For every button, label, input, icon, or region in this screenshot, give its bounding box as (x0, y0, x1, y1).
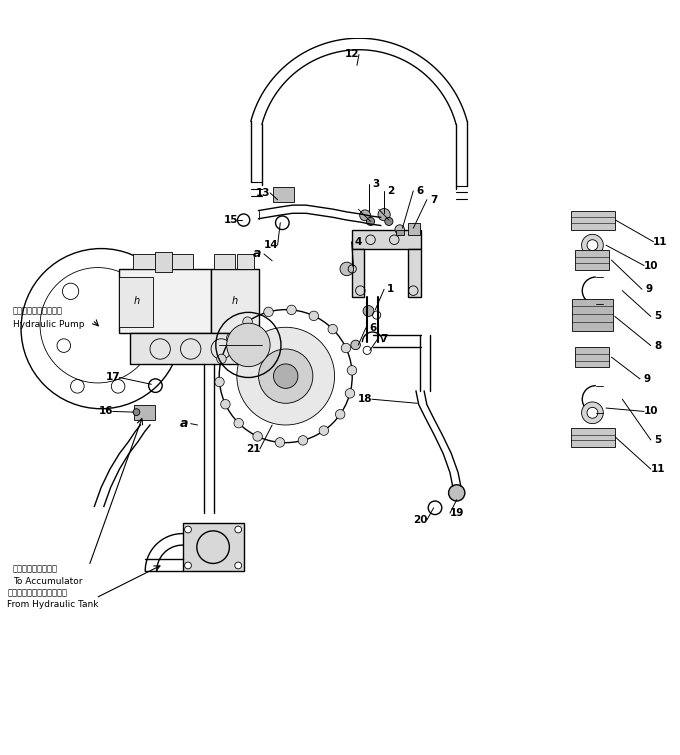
Text: h: h (232, 297, 238, 307)
Circle shape (275, 438, 285, 447)
Circle shape (258, 349, 313, 403)
Circle shape (309, 311, 318, 321)
Bar (182, 523, 243, 571)
Polygon shape (130, 334, 262, 364)
Circle shape (298, 436, 307, 445)
Text: 16: 16 (99, 406, 113, 417)
Circle shape (335, 409, 345, 419)
Circle shape (273, 364, 298, 388)
Text: 8: 8 (654, 341, 661, 350)
Text: 17: 17 (105, 372, 120, 383)
Bar (133, 254, 159, 269)
Polygon shape (120, 269, 211, 334)
Bar (134, 405, 156, 420)
Text: 3: 3 (373, 179, 379, 189)
Text: 4: 4 (355, 237, 362, 247)
Text: 11: 11 (653, 237, 668, 247)
Text: 19: 19 (449, 508, 464, 518)
Text: To Accumulator: To Accumulator (13, 577, 82, 586)
Text: ハイドロリックポンプ: ハイドロリックポンプ (13, 307, 63, 316)
Circle shape (367, 217, 375, 226)
Circle shape (184, 562, 191, 569)
Text: 5: 5 (654, 311, 661, 322)
Circle shape (385, 217, 393, 226)
Text: 10: 10 (643, 406, 658, 417)
Circle shape (449, 485, 465, 501)
Circle shape (345, 389, 355, 398)
Circle shape (226, 333, 236, 343)
Text: 7: 7 (380, 334, 388, 344)
Text: 11: 11 (650, 464, 665, 474)
Circle shape (587, 240, 598, 251)
Bar (571, 428, 615, 447)
Circle shape (363, 306, 374, 316)
Bar (167, 254, 192, 269)
Circle shape (235, 526, 241, 533)
Bar (273, 187, 294, 202)
Bar (214, 254, 235, 269)
Circle shape (319, 426, 328, 436)
Text: ハイドロリックタンクから: ハイドロリックタンクから (7, 588, 67, 597)
Text: From Hydraulic Tank: From Hydraulic Tank (7, 600, 99, 609)
Text: 7: 7 (430, 195, 437, 205)
Text: 21: 21 (246, 444, 260, 454)
Bar (396, 230, 404, 235)
Circle shape (235, 562, 241, 569)
Polygon shape (352, 248, 364, 297)
Polygon shape (211, 269, 258, 334)
Circle shape (351, 341, 360, 350)
Polygon shape (408, 248, 422, 297)
Text: 18: 18 (358, 394, 373, 404)
Circle shape (395, 225, 405, 234)
Text: a: a (180, 418, 188, 430)
Text: 9: 9 (643, 374, 650, 384)
Text: 2: 2 (388, 186, 394, 196)
Circle shape (581, 234, 603, 256)
Text: Hydraulic Pump: Hydraulic Pump (13, 320, 84, 329)
Bar (575, 347, 609, 368)
Bar (156, 252, 173, 273)
Bar (237, 254, 254, 269)
Text: 15: 15 (224, 215, 239, 225)
Text: 20: 20 (413, 515, 427, 525)
Bar (572, 299, 613, 331)
Bar (571, 211, 615, 230)
Text: 6: 6 (416, 186, 424, 196)
Circle shape (221, 399, 231, 409)
Circle shape (581, 402, 603, 424)
Circle shape (253, 432, 262, 441)
Circle shape (234, 418, 243, 428)
Circle shape (184, 526, 191, 533)
Circle shape (378, 208, 390, 220)
Circle shape (341, 344, 351, 353)
Text: a: a (253, 248, 261, 260)
Circle shape (217, 354, 226, 364)
Text: 10: 10 (643, 260, 658, 270)
Bar (408, 223, 420, 235)
Text: 9: 9 (645, 285, 652, 294)
Text: 13: 13 (256, 188, 271, 198)
Polygon shape (120, 277, 154, 327)
Circle shape (243, 317, 252, 326)
Bar (575, 250, 609, 270)
Circle shape (587, 408, 598, 418)
Circle shape (264, 307, 273, 316)
Text: アキュームレータへ: アキュームレータへ (13, 565, 58, 573)
Circle shape (347, 365, 357, 375)
Text: 14: 14 (263, 240, 278, 250)
Circle shape (133, 408, 140, 415)
Circle shape (360, 210, 371, 220)
Polygon shape (352, 230, 422, 248)
Circle shape (340, 262, 354, 276)
Text: 5: 5 (654, 435, 661, 445)
Text: 6: 6 (369, 323, 376, 333)
Circle shape (287, 305, 296, 315)
Text: 12: 12 (345, 50, 360, 60)
Text: 1: 1 (388, 285, 394, 294)
Circle shape (237, 327, 335, 425)
Text: h: h (133, 297, 139, 307)
Circle shape (215, 378, 224, 387)
Circle shape (328, 325, 337, 334)
Circle shape (226, 323, 270, 367)
